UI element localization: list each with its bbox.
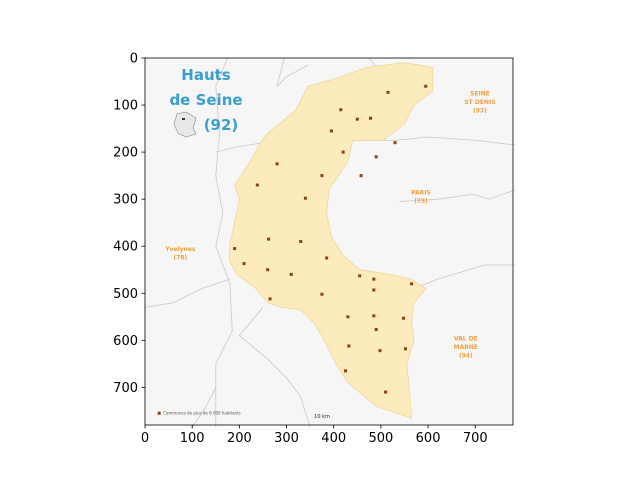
- commune-marker: [372, 314, 376, 318]
- region-label-1-line-1: (75): [414, 198, 428, 205]
- commune-marker: [255, 183, 259, 187]
- region-label-3-line-2: (94): [459, 352, 473, 359]
- commune-marker: [339, 108, 343, 112]
- commune-marker: [384, 390, 388, 394]
- region-label-3-line-1: MARNE: [454, 344, 478, 351]
- map-title-line-3: (92): [204, 116, 239, 134]
- commune-marker: [320, 174, 324, 178]
- border-line-6: [238, 307, 311, 428]
- commune-marker: [320, 292, 324, 296]
- commune-marker: [346, 315, 350, 319]
- commune-marker: [355, 117, 359, 121]
- scale-bar-label: 10 km: [314, 414, 330, 420]
- commune-marker: [359, 174, 363, 178]
- commune-marker: [233, 247, 237, 251]
- y-tick-label: 700: [113, 381, 138, 396]
- legend-label: Communes de plus de 6 000 habitants: [163, 411, 241, 416]
- y-tick-label: 200: [113, 146, 138, 161]
- y-tick-label: 600: [113, 334, 138, 349]
- x-tick-label: 200: [227, 431, 252, 446]
- x-tick-label: 400: [321, 431, 346, 446]
- commune-marker: [242, 262, 246, 266]
- y-tick-label: 0: [130, 52, 138, 67]
- commune-marker: [410, 282, 414, 286]
- y-tick-label: 400: [113, 240, 138, 255]
- commune-marker: [372, 288, 376, 292]
- map-axes: 0 100 200 300 400 500 600 700 0 100 200 300 400 500 60…: [113, 52, 514, 446]
- commune-marker: [275, 162, 279, 166]
- commune-marker: [341, 150, 345, 154]
- commune-marker: [347, 344, 351, 348]
- region-label-2-line-0: Yvelynes: [164, 246, 196, 253]
- commune-marker: [374, 155, 378, 159]
- commune-marker: [266, 268, 270, 272]
- france-icon: [173, 111, 197, 138]
- commune-marker: [369, 116, 373, 120]
- border-line-0: [215, 57, 233, 428]
- border-line-1: [276, 57, 308, 88]
- region-label-3-line-0: VAL DE: [454, 335, 478, 342]
- commune-marker: [378, 349, 382, 353]
- border-line-8: [215, 142, 263, 153]
- x-tick-label: 0: [141, 431, 149, 446]
- commune-marker: [303, 196, 307, 200]
- axes-frame: [144, 57, 514, 426]
- region-label-1-line-0: PARIS: [411, 189, 431, 196]
- department-area: [228, 62, 434, 419]
- y-tick-label: 100: [113, 99, 138, 114]
- region-label-2-line-1: (78): [173, 254, 187, 261]
- x-tick-label: 600: [416, 431, 441, 446]
- y-tick-label: 500: [113, 287, 138, 302]
- map-title-line-2: de Seine: [169, 91, 242, 109]
- x-tick-label: 500: [368, 431, 393, 446]
- region-label-0-line-1: ST DENIS: [464, 99, 495, 106]
- commune-marker: [403, 347, 407, 351]
- commune-marker: [268, 297, 272, 301]
- commune-marker: [267, 237, 271, 241]
- commune-marker: [325, 256, 329, 260]
- x-tick-label: 100: [180, 431, 205, 446]
- commune-marker: [386, 90, 390, 94]
- commune-marker: [424, 84, 428, 88]
- commune-marker: [374, 327, 378, 331]
- map-title-line-1: Hauts: [181, 66, 231, 84]
- commune-marker: [358, 274, 362, 278]
- commune-marker: [344, 369, 348, 373]
- commune-marker: [299, 240, 303, 243]
- x-tick-label: 700: [463, 431, 488, 446]
- border-line-9: [191, 387, 217, 428]
- y-tick-label: 300: [113, 193, 138, 208]
- border-line-2: [399, 189, 516, 202]
- border-line-4: [413, 264, 516, 289]
- commune-marker: [329, 129, 333, 133]
- legend-marker: [157, 411, 161, 415]
- commune-marker: [393, 141, 397, 145]
- commune-marker: [372, 277, 376, 281]
- commune-marker: [402, 316, 406, 320]
- region-label-0-line-0: SEINE: [470, 91, 490, 98]
- location-marker-icon: [182, 118, 185, 120]
- region-label-0-line-2: (93): [473, 108, 487, 115]
- x-tick-label: 300: [274, 431, 299, 446]
- border-line-5: [144, 278, 231, 308]
- commune-marker: [289, 272, 293, 276]
